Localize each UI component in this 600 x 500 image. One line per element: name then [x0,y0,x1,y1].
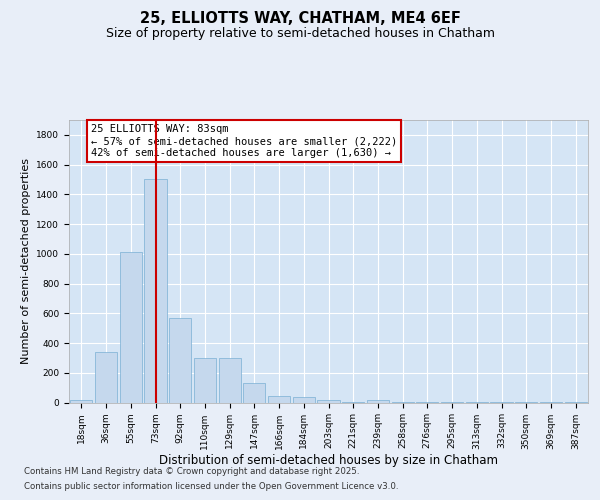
Bar [95,352,117,403]
Text: Contains public sector information licensed under the Open Government Licence v3: Contains public sector information licen… [24,482,398,491]
Bar [70,400,92,402]
Y-axis label: Number of semi-detached properties: Number of semi-detached properties [21,158,31,364]
Text: Contains HM Land Registry data © Crown copyright and database right 2025.: Contains HM Land Registry data © Crown c… [24,467,359,476]
Bar [145,180,167,402]
Bar [218,358,241,403]
Text: 25 ELLIOTTS WAY: 83sqm
← 57% of semi-detached houses are smaller (2,222)
42% of : 25 ELLIOTTS WAY: 83sqm ← 57% of semi-det… [91,124,397,158]
X-axis label: Distribution of semi-detached houses by size in Chatham: Distribution of semi-detached houses by … [159,454,498,467]
Text: 25, ELLIOTTS WAY, CHATHAM, ME4 6EF: 25, ELLIOTTS WAY, CHATHAM, ME4 6EF [140,11,460,26]
Bar [317,400,340,402]
Bar [293,398,315,402]
Bar [194,358,216,403]
Bar [243,383,265,402]
Bar [367,400,389,402]
Bar [169,318,191,402]
Bar [268,396,290,402]
Bar [119,252,142,402]
Text: Size of property relative to semi-detached houses in Chatham: Size of property relative to semi-detach… [106,27,494,40]
